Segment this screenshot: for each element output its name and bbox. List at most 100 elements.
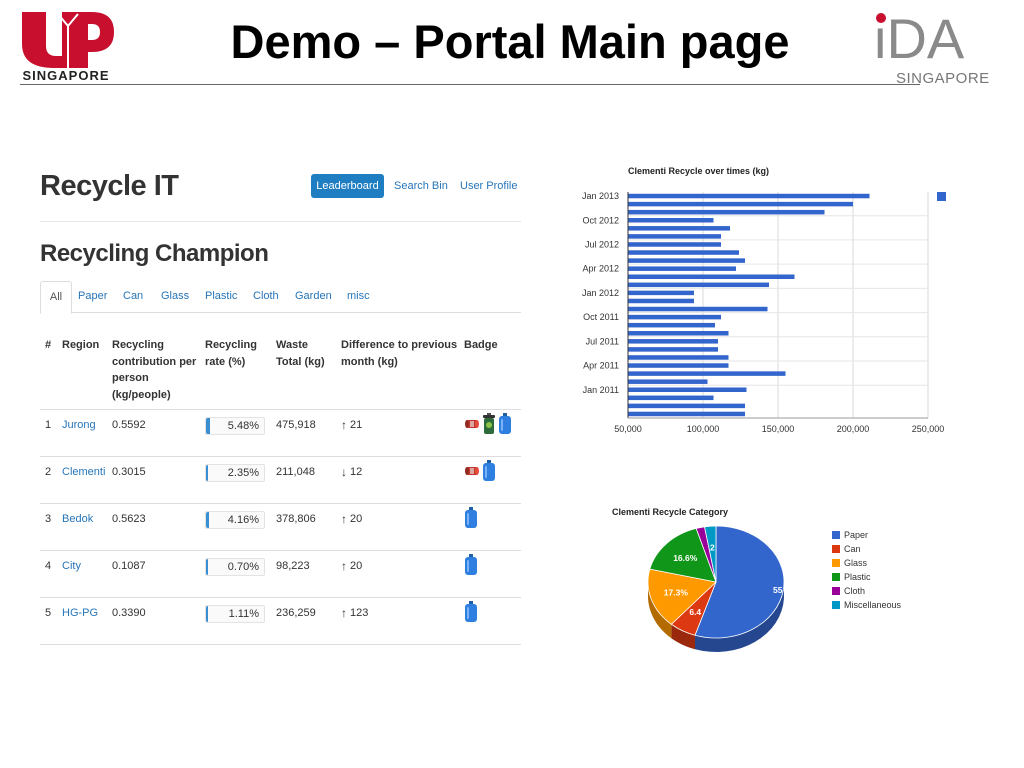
row-rank: 1 [45, 419, 52, 431]
legend-item: Plastic [832, 571, 871, 583]
bar [628, 217, 714, 223]
bar [628, 395, 714, 401]
rate-value: 5.48% [227, 420, 259, 432]
arrow-up-icon: ↑ [341, 418, 347, 432]
row-divider [40, 503, 521, 504]
tab-cloth[interactable]: Cloth [253, 290, 279, 302]
header-waste: Waste Total (kg) [276, 339, 325, 368]
region-link[interactable]: Jurong [62, 419, 96, 431]
legend-label: Plastic [844, 572, 871, 582]
waste-total: 236,259 [276, 607, 316, 619]
tab-can[interactable]: Can [123, 290, 144, 302]
bar [628, 298, 694, 304]
region-link[interactable]: City [62, 560, 81, 572]
pie-chart-title: Clementi Recycle Category [612, 507, 729, 517]
tab-all[interactable]: All [40, 281, 72, 314]
bar [628, 193, 870, 199]
pie-slice-side [694, 584, 784, 652]
row-rank: 5 [45, 607, 52, 619]
difference-value: 123 [350, 607, 369, 619]
pie-slice-label: 55 [773, 585, 783, 595]
rate-value: 1.11% [228, 608, 259, 620]
header-rate: Recycling rate (%) [205, 339, 257, 368]
section-title: Recycling Champion [40, 240, 269, 267]
contribution-value: 0.3015 [112, 466, 146, 478]
tab-plastic[interactable]: Plastic [205, 290, 238, 302]
app-divider [40, 221, 521, 222]
x-tick-label: 150,000 [762, 424, 795, 434]
waste-total: 475,918 [276, 419, 316, 431]
region-link[interactable]: Bedok [62, 513, 94, 525]
can-icon [464, 417, 480, 436]
waste-total: 98,223 [276, 560, 310, 572]
legend-label: Cloth [844, 586, 866, 596]
category-tabs: All Paper Can Glass Plastic Cloth Garden… [40, 281, 521, 314]
tab-garden[interactable]: Garden [295, 290, 332, 302]
x-tick-label: 200,000 [837, 424, 870, 434]
legend-item: Can [832, 543, 861, 555]
y-tick-label: Oct 2012 [582, 215, 619, 225]
legend-swatch [832, 531, 840, 539]
region-link[interactable]: HG-PG [62, 607, 99, 619]
row-divider [40, 456, 521, 457]
bar-chart: 50,000 100,000 150,000 200,000 250,000 Jan 20… [582, 191, 946, 434]
pie-slice [694, 525, 785, 639]
tab-misc[interactable]: misc [347, 290, 370, 302]
rate-progress-fill [206, 465, 208, 481]
difference-value: 20 [350, 513, 363, 525]
legend-item: Miscellaneous [832, 599, 901, 611]
legend-swatch [832, 545, 840, 553]
rate-progress-fill [206, 606, 208, 622]
slide-title: Demo – Portal Main page [230, 15, 790, 68]
legend-label: Can [844, 544, 861, 554]
bar [628, 282, 769, 288]
ida-logo: iDA [874, 7, 965, 66]
nav-search-bin[interactable]: Search Bin [394, 180, 448, 192]
rate-value: 2.35% [227, 467, 259, 479]
pie-slice [647, 568, 717, 625]
rate-progress-fill [206, 512, 209, 528]
badge-group [464, 506, 478, 533]
pie-slice-label: 6.4 [689, 607, 701, 617]
contribution-value: 0.3390 [112, 607, 146, 619]
legend-item: Glass [832, 557, 867, 569]
table-divider [40, 409, 521, 410]
bar [628, 355, 729, 360]
bin-icon [482, 412, 496, 441]
pie-slice-label: 2 [710, 542, 715, 552]
pie-slice [704, 525, 717, 583]
region-link[interactable]: Clementi [62, 466, 106, 478]
rate-value: 0.70% [227, 561, 259, 573]
bar [628, 258, 745, 263]
arrow-up-icon: ↑ [341, 606, 347, 620]
bottle-icon [464, 553, 478, 581]
nav-leaderboard[interactable]: Leaderboard [311, 174, 384, 198]
bottle-icon [482, 459, 496, 487]
legend-swatch [832, 573, 840, 581]
bar [628, 290, 694, 296]
legend-swatch [832, 587, 840, 595]
nav-user-profile[interactable]: User Profile [460, 180, 518, 192]
legend-item: Paper [832, 529, 868, 541]
bar [628, 363, 729, 368]
bar [628, 379, 708, 384]
legend-label: Miscellaneous [844, 600, 902, 610]
pie-slice-side [648, 583, 672, 639]
y-tick-label: Jan 2012 [582, 288, 619, 298]
bar [628, 403, 745, 409]
tab-glass[interactable]: Glass [161, 290, 190, 302]
tab-paper[interactable]: Paper [78, 290, 108, 302]
up-singapore-logo [22, 12, 114, 68]
pie-chart: 55 6.417.3% 16.6% 2 [647, 525, 785, 652]
row-divider [40, 550, 521, 551]
pie-slice-side [671, 624, 695, 650]
pie-slice-label: 17.3% [664, 588, 689, 598]
bar [628, 339, 718, 344]
badge-group [464, 553, 478, 581]
bar [628, 274, 795, 280]
contribution-value: 0.5592 [112, 419, 146, 431]
header-region: Region [62, 339, 100, 351]
can-icon [464, 464, 480, 483]
bar [628, 371, 786, 376]
row-rank: 3 [45, 513, 52, 525]
